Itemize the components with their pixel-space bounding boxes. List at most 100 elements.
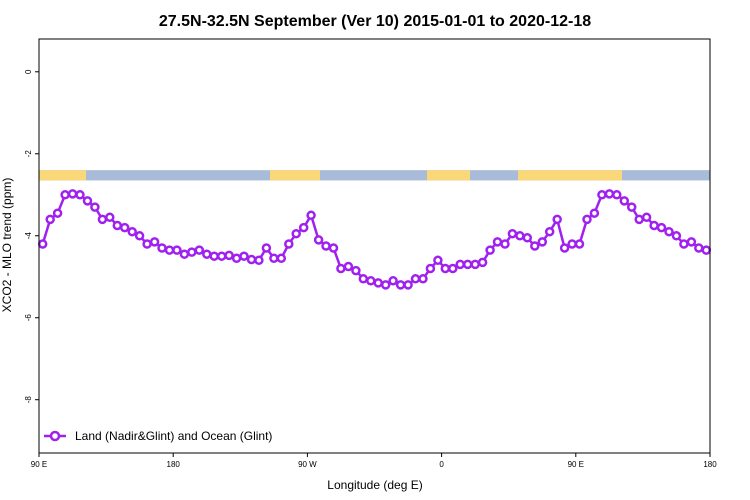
data-point (589, 208, 600, 218)
data-point (395, 280, 406, 290)
x-tick-label: 0 (439, 460, 444, 469)
data-point (216, 251, 227, 261)
data-point (97, 214, 108, 225)
data-point (194, 245, 205, 255)
data-point (172, 245, 182, 255)
y-tick-label: -4 (24, 232, 33, 240)
data-point (261, 243, 272, 253)
data-point (276, 253, 287, 264)
surface-type-band (39, 170, 710, 181)
data-point (306, 210, 316, 221)
x-tick-label: 90 E (568, 460, 584, 469)
data-point (485, 245, 495, 255)
x-tick-label: 90 E (31, 460, 47, 469)
data-point (701, 245, 712, 255)
data-point (410, 274, 421, 284)
data-point (127, 226, 137, 237)
data-point (641, 212, 652, 223)
ocean-band (39, 170, 710, 181)
legend-label: Land (Nadir&Glint) and Ocean (Glint) (75, 429, 272, 443)
data-point (612, 190, 622, 200)
data-point (328, 243, 339, 253)
data-point (45, 214, 55, 225)
data-point (567, 239, 577, 249)
data-point (67, 189, 78, 199)
data-point (582, 214, 592, 225)
data-point (388, 276, 398, 286)
legend: Land (Nadir&Glint) and Ocean (Glint) (44, 429, 272, 443)
data-point (433, 255, 443, 266)
data-point (507, 228, 518, 239)
data-point (164, 245, 175, 255)
data-point (664, 226, 674, 237)
data-point (298, 222, 309, 233)
y-tick-label: -6 (24, 314, 33, 322)
data-point (679, 239, 689, 249)
data-point (448, 263, 458, 274)
data-point (239, 251, 249, 261)
y-tick-label: 0 (24, 69, 33, 74)
data-point (537, 237, 548, 247)
data-point (671, 231, 682, 241)
data-point (597, 190, 607, 200)
data-point (246, 254, 257, 265)
data-point (82, 196, 93, 206)
legend-marker (49, 430, 61, 442)
data-point (209, 251, 219, 261)
data-point (90, 202, 100, 212)
data-point (75, 190, 85, 200)
data-point (634, 214, 644, 225)
data-point (373, 278, 383, 288)
x-tick-label: 180 (703, 460, 717, 469)
data-point (343, 261, 354, 272)
data-point (380, 280, 391, 290)
data-point (455, 259, 465, 270)
chart-title: 27.5N-32.5N September (Ver 10) 2015-01-0… (159, 13, 591, 30)
data-point (522, 233, 533, 243)
data-point (656, 222, 667, 233)
y-tick-label: -8 (24, 396, 33, 404)
x-tick-label: 180 (167, 460, 181, 469)
data-point (604, 189, 615, 199)
data-point (544, 226, 555, 237)
data-point (119, 222, 130, 233)
data-point (470, 259, 480, 270)
data-point (231, 253, 242, 264)
data-point (321, 241, 331, 251)
data-point (366, 276, 376, 286)
data-point (462, 259, 473, 270)
data-point (336, 263, 346, 274)
data-point (269, 253, 279, 264)
data-point (134, 231, 145, 241)
data-point (418, 274, 428, 284)
y-axis-label: XCO2 - MLO trend (ppm) (0, 178, 14, 313)
data-point (500, 239, 510, 249)
data-point (619, 196, 630, 206)
data-point (492, 237, 503, 247)
data-point (60, 190, 70, 200)
data-point (559, 243, 570, 253)
data-point (552, 214, 562, 225)
data-point (37, 239, 48, 249)
data-point (149, 237, 160, 247)
data-point (626, 202, 637, 212)
data-point (403, 280, 413, 290)
series-lines (37, 189, 712, 290)
data-point (694, 243, 704, 253)
data-point (142, 239, 152, 249)
land-band-segment (39, 170, 86, 181)
data-point (515, 231, 525, 241)
data-point (202, 249, 212, 259)
data-point (477, 257, 488, 268)
data-point (574, 239, 585, 249)
data-point (358, 274, 369, 284)
data-point (179, 249, 190, 259)
data-point (425, 263, 436, 274)
data-point (157, 243, 167, 253)
data-point (254, 255, 264, 266)
data-point (649, 220, 659, 231)
data-point (351, 265, 361, 276)
y-tick-label: -2 (24, 150, 33, 158)
data-point (440, 263, 451, 274)
